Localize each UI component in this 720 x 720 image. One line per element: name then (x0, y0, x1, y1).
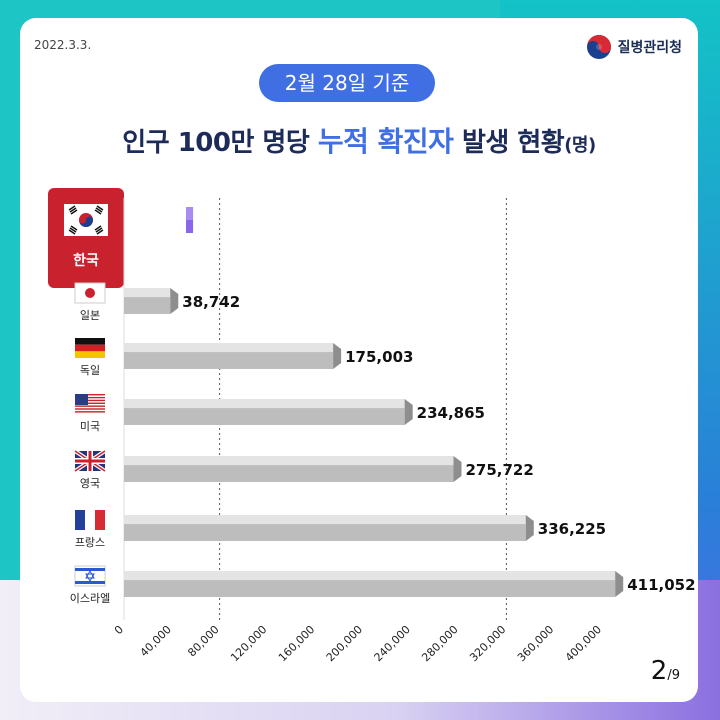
bar-top-highlight (124, 288, 171, 298)
title-unit: (명) (564, 135, 596, 156)
x-tick-label: 400,000 (563, 623, 604, 664)
usa-flag-icon (75, 394, 105, 413)
bar-top-highlight (124, 456, 454, 466)
category-label: 프랑스 (75, 536, 105, 549)
category-label: 독일 (80, 363, 100, 377)
bar-3 (124, 399, 413, 425)
bar-5 (124, 515, 534, 541)
france-flag-icon (75, 510, 105, 530)
x-tick-label: 240,000 (372, 623, 413, 664)
uk-flag-icon (73, 449, 107, 473)
page-indicator: 2/9 (651, 656, 680, 686)
bar-end-cap (170, 288, 179, 314)
bar-top-highlight (124, 399, 405, 409)
bar-top-highlight (124, 515, 526, 525)
x-tick-label: 360,000 (515, 623, 556, 664)
chart-title: 인구 100만 명당 누적 확진자 발생 현황(명) (20, 120, 698, 160)
bar-end-cap (453, 456, 462, 482)
value-label: 38,742 (182, 293, 240, 311)
card: 2022.3.3. 질병관리청 2월 28일 기준 인구 100만 명당 누적 … (20, 18, 698, 702)
date-label: 2022.3.3. (34, 38, 92, 52)
bar-end-cap (333, 343, 342, 369)
japan-flag-icon (74, 282, 106, 304)
x-tick-label: 0 (112, 623, 126, 637)
title-part1: 인구 100만 명당 (122, 128, 318, 158)
agency-name: 질병관리청 (617, 40, 682, 56)
germany-flag-icon (75, 338, 105, 358)
x-tick-label: 200,000 (324, 623, 365, 664)
bar-korea-highlight (186, 207, 194, 220)
page-current: 2 (650, 656, 668, 686)
value-label: 336,225 (538, 520, 606, 538)
x-tick-label: 280,000 (419, 623, 460, 664)
bar-1 (124, 288, 179, 314)
x-tick-label: 120,000 (228, 623, 269, 664)
title-part2: 발생 현황 (453, 128, 565, 158)
korea-flag-icon (64, 204, 108, 236)
category-label: 이스라엘 (70, 592, 110, 605)
korea-highlight-box: 한국 (48, 188, 124, 288)
agency-logo: 질병관리청 (586, 34, 682, 60)
value-label: 234,865 (417, 404, 485, 422)
category-label: 미국 (80, 420, 100, 433)
bar-top-highlight (124, 571, 616, 581)
bar-top-highlight (124, 343, 334, 353)
value-label: 57,783 (252, 210, 337, 235)
bar-4 (124, 456, 462, 482)
bar-2 (124, 343, 342, 369)
value-label: 175,003 (345, 348, 413, 366)
x-tick-label: 160,000 (276, 623, 317, 664)
category-label-korea: 한국 (73, 253, 99, 269)
bar-6 (124, 571, 624, 597)
value-label: 411,052 (627, 576, 695, 594)
bar-end-cap (404, 399, 413, 425)
x-tick-label: 80,000 (185, 623, 221, 659)
value-label: 275,722 (465, 461, 533, 479)
date-badge: 2월 28일 기준 (259, 64, 435, 102)
category-label: 영국 (80, 477, 100, 490)
page-total: /9 (667, 668, 680, 683)
israel-flag-icon (74, 565, 106, 587)
title-highlight: 누적 확진자 (317, 125, 454, 158)
x-tick-label: 320,000 (467, 623, 508, 664)
bar-end-cap (525, 515, 534, 541)
kdca-emblem-icon (586, 35, 611, 59)
x-tick-label: 40,000 (138, 623, 174, 659)
bar-0 (186, 207, 194, 233)
bar-end-cap (615, 571, 624, 597)
category-label: 일본 (80, 308, 100, 322)
